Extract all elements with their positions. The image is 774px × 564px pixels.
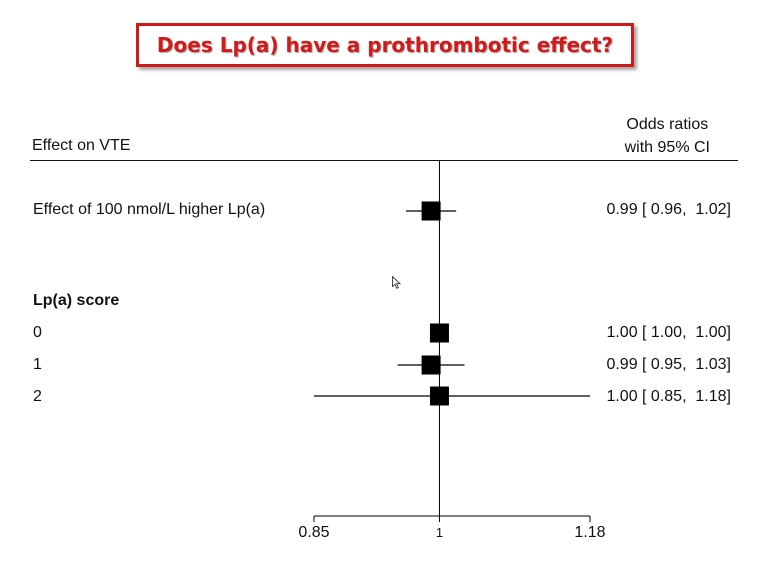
x-tick-label-1: 1	[435, 525, 444, 540]
point-marker-row-4	[429, 386, 449, 406]
ci-text-score-1: 0.99 [ 0.95, 1.03]	[606, 356, 731, 373]
x-tick-label-2: 1.18	[574, 524, 606, 541]
ci-text-score-2: 1.00 [ 0.85, 1.18]	[606, 388, 731, 405]
column-header-odds-line2: with 95% CI	[624, 139, 710, 156]
row-label-score-2: 2	[33, 388, 42, 405]
group-heading-lpa-score: Lp(a) score	[33, 292, 120, 309]
point-marker-row-0	[421, 201, 441, 221]
title-box: Does Lp(a) have a prothrombotic effect?	[136, 23, 634, 67]
column-header-odds-line1: Odds ratios	[626, 116, 709, 133]
mouse-cursor-icon	[392, 276, 401, 289]
header-divider	[30, 160, 738, 161]
ci-text-score-0: 1.00 [ 1.00, 1.00]	[606, 324, 731, 341]
column-header-effect: Effect on VTE	[32, 137, 131, 154]
chart-title: Does Lp(a) have a prothrombotic effect?	[156, 33, 614, 57]
ci-text-lpa-effect: 0.99 [ 0.96, 1.02]	[606, 201, 731, 218]
row-label-score-1: 1	[33, 356, 42, 373]
point-marker-row-2	[429, 323, 449, 343]
row-label-score-0: 0	[33, 324, 42, 341]
point-marker-row-3	[421, 355, 441, 375]
column-header-odds-ratios: Odds ratios with 95% CI	[625, 113, 710, 159]
x-tick-label-0: 0.85	[298, 524, 330, 541]
row-label-lpa-effect: Effect of 100 nmol/L higher Lp(a)	[33, 201, 266, 218]
